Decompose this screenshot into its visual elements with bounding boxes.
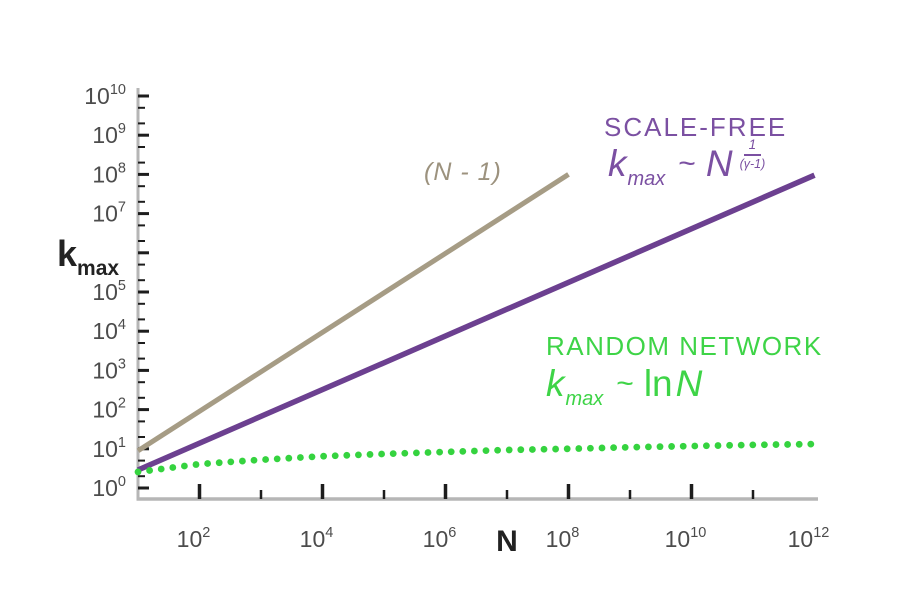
y-tick-label: 102 (92, 396, 126, 423)
series-dot (308, 453, 316, 461)
formula-ln-function: ln (643, 363, 673, 404)
formula-variable-n: N (675, 363, 703, 404)
series-dot (691, 442, 699, 450)
series-dot (146, 467, 154, 474)
formula-k: k (608, 143, 627, 184)
formula-exponent-fraction: 1 (γ-1) (740, 137, 766, 171)
y-tick-label: 108 (92, 160, 126, 187)
formula-k-subscript: max (565, 388, 604, 410)
series-dot (656, 443, 664, 451)
x-tick-label: 106 (423, 525, 457, 552)
series-dot (737, 441, 745, 449)
series-dot (610, 444, 617, 452)
y-tick-label: 104 (92, 317, 126, 344)
series-dot (192, 461, 200, 468)
series-dot (239, 457, 246, 465)
series-dot (424, 449, 432, 456)
series-dot (297, 454, 304, 461)
x-tick-label: 102 (177, 525, 211, 552)
formula-exponent-denominator: (γ-1) (739, 156, 766, 171)
series-dot (679, 442, 687, 450)
series-dot (772, 441, 780, 448)
y-tick-label: 109 (92, 121, 126, 148)
series-dot (320, 452, 327, 460)
series-dot (761, 441, 768, 449)
series-dot (471, 447, 478, 455)
x-tick-label: 1010 (665, 525, 707, 552)
series-dots-random-network (134, 440, 815, 476)
series-dot (331, 452, 339, 460)
formula-k: k (546, 363, 565, 404)
series-dot (494, 446, 501, 454)
series-dot (563, 445, 571, 453)
formula-k-subscript: max (627, 168, 666, 190)
series-dot (552, 445, 559, 453)
y-tick-label: 103 (92, 356, 126, 383)
series-dot (355, 451, 362, 459)
series-dot (343, 451, 351, 459)
series-dot (517, 446, 525, 454)
series-dot (703, 442, 710, 450)
series-dot (459, 447, 467, 455)
y-tick-label: 100 (92, 474, 126, 501)
series-dot (181, 462, 188, 470)
series-line-n-minus-1 (136, 172, 570, 453)
series-dot (413, 449, 420, 457)
series-dot (157, 465, 165, 473)
series-dot (215, 459, 223, 467)
series-dot (529, 446, 536, 453)
series-dot (621, 443, 629, 451)
x-tick-label: 108 (546, 525, 580, 552)
y-tick-label: 105 (92, 278, 126, 305)
series-dot (505, 446, 513, 454)
annotation-scale-free-title: SCALE-FREE (604, 112, 788, 142)
annotation-random-network-title: RANDOM NETWORK (546, 331, 823, 361)
series-dot (401, 449, 409, 457)
series-dot (262, 456, 269, 463)
x-tick-label: 1012 (788, 525, 830, 552)
series-dot (204, 460, 212, 467)
annotation-scale-free-formula: kmax ~ N 1 (γ-1) (608, 137, 765, 190)
series-line-scale-free (136, 172, 816, 473)
y-tick-label: 107 (92, 200, 126, 227)
series-dot (134, 468, 142, 476)
series-dot (726, 441, 733, 449)
series-dot (575, 445, 583, 452)
series-dot (633, 443, 641, 451)
series-dot (714, 442, 722, 449)
x-tick-label: 104 (300, 525, 334, 552)
series-dot (784, 441, 791, 448)
series-dot (366, 451, 374, 458)
series-dot (807, 440, 815, 448)
x-axis-title: N (496, 525, 518, 558)
series-dot (482, 447, 490, 455)
series-dot (447, 448, 455, 456)
y-tick-label: 1010 (84, 82, 126, 109)
annotation-random-network-formula: kmax ~ lnN (546, 363, 703, 410)
series-dot (668, 443, 675, 450)
formula-tilde: ~ (616, 367, 634, 400)
series-dot (389, 450, 397, 458)
y-tick-label: 101 (92, 435, 126, 462)
series-dot (645, 443, 652, 451)
series-dot (250, 456, 258, 464)
formula-exponent-numerator: 1 (743, 137, 762, 156)
series-dot (749, 441, 757, 449)
series-dot (598, 444, 606, 452)
annotation-n-minus-1: (N - 1) (424, 158, 502, 186)
series-dot (285, 454, 293, 462)
series-dot (273, 455, 281, 463)
series-dot (378, 450, 385, 458)
formula-tilde: ~ (678, 147, 696, 180)
series-dot (795, 440, 803, 448)
formula-variable-n: N (705, 143, 733, 184)
series-dot (540, 445, 548, 453)
series-dot (169, 464, 177, 471)
series-dot (587, 444, 594, 452)
y-axis-title: kmax (57, 233, 119, 280)
series-dot (436, 448, 443, 456)
series-dot (227, 458, 235, 466)
